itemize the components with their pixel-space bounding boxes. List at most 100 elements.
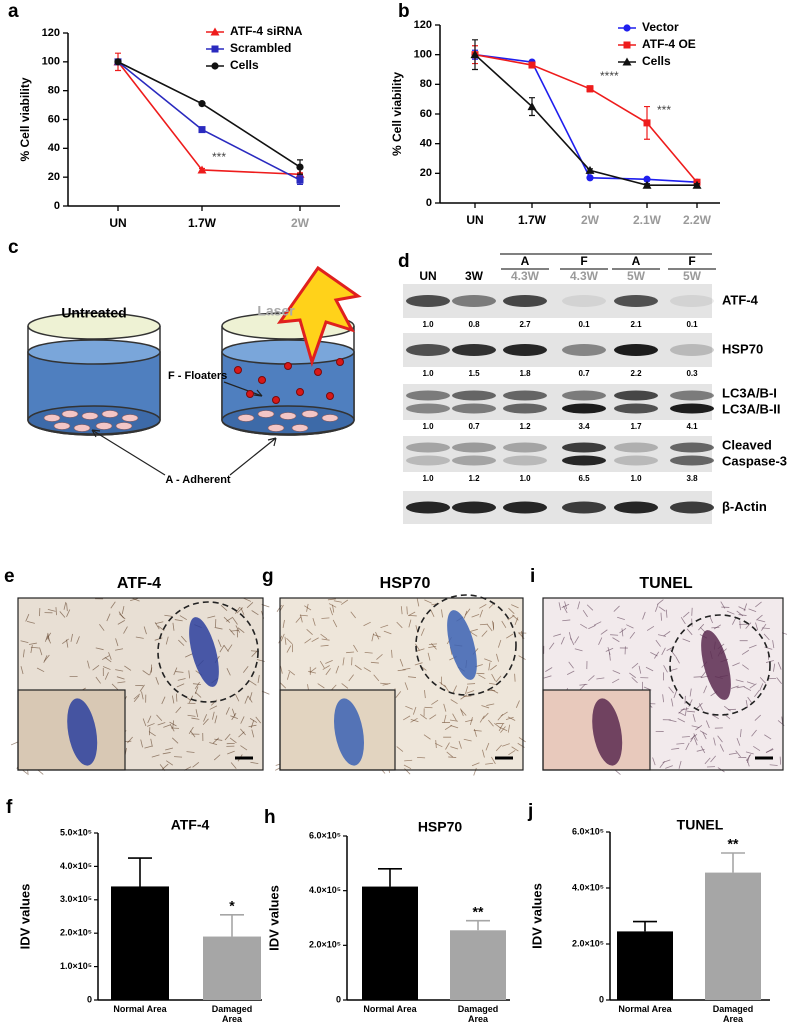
- blot-band: [406, 501, 450, 514]
- tissue-fiber: [478, 674, 486, 680]
- tissue-fiber: [187, 714, 196, 717]
- tissue-fiber: [371, 633, 374, 642]
- tissue-fiber: [346, 651, 355, 654]
- tissue-fiber: [148, 731, 156, 737]
- marker: [114, 58, 122, 66]
- tissue-fiber: [194, 691, 202, 698]
- tissue-fiber: [117, 681, 126, 684]
- tissue-fiber: [458, 740, 462, 749]
- blot-band: [670, 344, 714, 356]
- band-quantification: 4.1: [686, 422, 698, 431]
- tissue-fiber: [407, 611, 416, 617]
- bar: [203, 936, 261, 1000]
- tissue-fiber: [70, 633, 73, 642]
- marker: [528, 61, 536, 69]
- tissue-fiber: [777, 662, 782, 670]
- tissue-fiber: [684, 707, 688, 716]
- cell: [81, 412, 99, 420]
- image-title: TUNEL: [639, 575, 693, 592]
- tissue-fiber: [155, 621, 164, 625]
- tissue-fiber: [553, 633, 562, 637]
- tissue-fiber: [490, 664, 497, 671]
- tissue-fiber: [588, 625, 596, 630]
- tissue-fiber: [306, 629, 313, 635]
- marker: [296, 163, 304, 171]
- tissue-fiber: [772, 640, 775, 649]
- y-tick-label: 60: [48, 113, 60, 125]
- band-quantification: 1.0: [422, 320, 434, 329]
- band-quantification: 1.7: [630, 422, 642, 431]
- y-tick-label: 2.0×10⁵: [572, 938, 604, 948]
- x-tick-label: Normal Area: [618, 1004, 672, 1014]
- tissue-fiber: [143, 626, 147, 635]
- diagram: [27, 312, 355, 436]
- band-label: Cleaved: [722, 438, 772, 453]
- tissue-fiber: [416, 598, 420, 607]
- tissue-fiber: [154, 637, 163, 641]
- tissue-fiber: [243, 665, 249, 673]
- band-label: β-Actin: [722, 499, 767, 514]
- tissue-fiber: [194, 681, 200, 690]
- tissue-fiber: [507, 614, 515, 621]
- tissue-fiber: [151, 754, 160, 758]
- tissue-fiber: [146, 723, 155, 727]
- tissue-fiber: [115, 638, 119, 647]
- y-tick-label: 2.0×10⁵: [60, 928, 92, 938]
- tissue-fiber: [763, 633, 770, 641]
- tissue-fiber: [286, 671, 290, 680]
- bar: [111, 886, 169, 1000]
- tissue-fiber: [698, 623, 705, 631]
- tissue-fiber: [45, 634, 49, 642]
- tissue-fiber: [665, 609, 668, 618]
- marker: [623, 41, 631, 49]
- image-title: ATF-4: [117, 575, 161, 592]
- tissue-fiber: [756, 614, 763, 621]
- tissue-fiber: [566, 670, 575, 676]
- tissue-fiber: [668, 719, 677, 723]
- tissue-fiber: [738, 614, 747, 616]
- band-label: LC3A/B-II: [722, 401, 781, 416]
- tissue-fiber: [412, 706, 417, 715]
- tissue-fiber: [164, 614, 173, 617]
- tissue-fiber: [95, 676, 101, 684]
- tissue-fiber: [501, 620, 507, 629]
- tissue-fiber: [104, 656, 112, 663]
- series-line: [474, 54, 697, 186]
- band-quantification: 1.0: [422, 422, 434, 431]
- tissue-fiber: [420, 713, 428, 720]
- cell: [43, 414, 61, 422]
- tissue-fiber: [776, 677, 782, 685]
- tissue-fiber: [95, 647, 104, 651]
- series-line: [474, 53, 698, 184]
- marker: [296, 176, 304, 184]
- tissue-fiber: [154, 622, 160, 630]
- tissue-fiber: [55, 607, 57, 616]
- tissue-fiber: [690, 734, 695, 743]
- cell: [121, 414, 139, 422]
- panel-label: g: [262, 566, 274, 587]
- tissue-fiber: [131, 597, 140, 602]
- tissue-fiber: [231, 712, 237, 721]
- tissue-fiber: [747, 696, 753, 704]
- medium-top: [27, 339, 161, 365]
- tissue-fiber: [511, 604, 519, 609]
- band-quantification: 0.1: [686, 320, 698, 329]
- tissue-fiber: [473, 767, 477, 776]
- tissue-fiber: [397, 669, 406, 672]
- tissue-fiber: [141, 691, 144, 700]
- laser-bolt: [276, 265, 362, 367]
- tissue-fiber: [400, 606, 403, 615]
- tissue-fiber: [693, 676, 702, 678]
- tissue-fiber: [698, 703, 704, 711]
- tissue-fiber: [108, 652, 112, 660]
- error-bar: [721, 852, 745, 873]
- tissue-fiber: [230, 762, 237, 769]
- tissue-fiber: [363, 667, 371, 672]
- tissue-fiber: [140, 739, 143, 748]
- tissue-fiber: [403, 764, 412, 770]
- blot-band: [452, 442, 496, 453]
- blot-band: [452, 403, 496, 414]
- tissue-fiber: [471, 762, 480, 767]
- y-tick-label: 80: [48, 85, 60, 97]
